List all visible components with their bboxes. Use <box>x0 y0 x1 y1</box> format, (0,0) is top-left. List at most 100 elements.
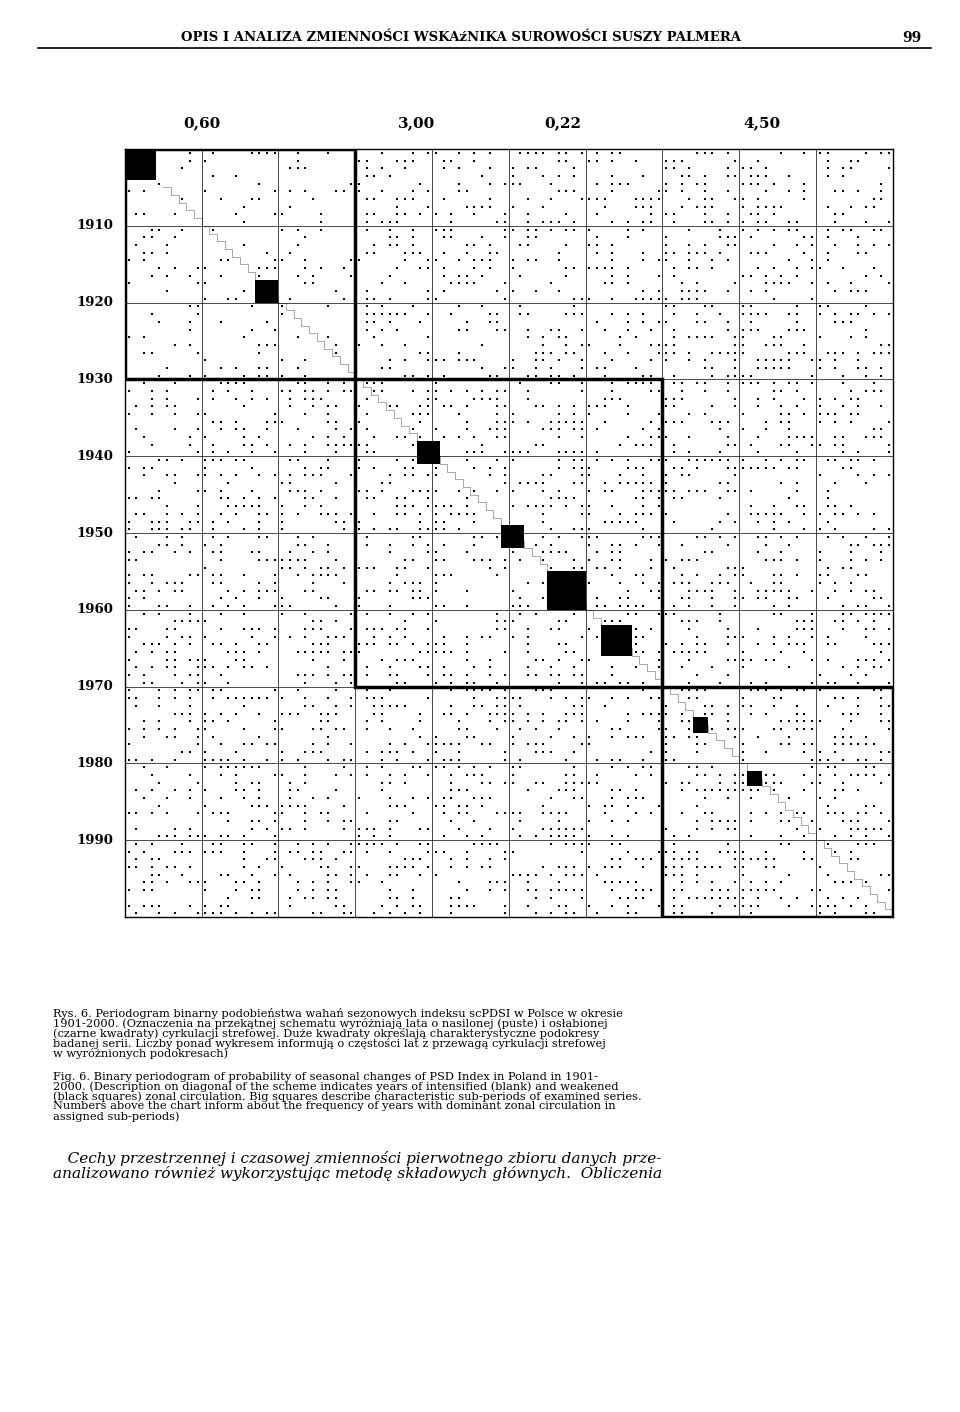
Point <box>520 657 536 679</box>
Point <box>252 871 267 894</box>
Point <box>482 657 497 679</box>
Point <box>221 887 236 909</box>
Point <box>459 779 474 802</box>
Point <box>520 203 536 226</box>
Point <box>781 456 797 479</box>
Point <box>167 679 182 702</box>
Point <box>735 456 751 479</box>
Point <box>236 648 252 671</box>
Point <box>728 818 743 840</box>
Point <box>497 426 513 449</box>
Point <box>482 302 497 325</box>
Point <box>528 648 543 671</box>
Point <box>797 633 812 655</box>
Point <box>175 534 190 556</box>
Point <box>789 219 804 241</box>
Point <box>728 579 743 602</box>
Point <box>605 871 620 894</box>
Point <box>881 411 897 433</box>
Point <box>459 856 474 878</box>
Point <box>167 856 182 878</box>
Point <box>221 380 236 402</box>
Point <box>766 764 781 786</box>
Point <box>275 472 290 494</box>
Point <box>244 318 259 340</box>
Point <box>820 626 835 648</box>
Point <box>574 833 589 856</box>
Point <box>589 449 605 472</box>
Point <box>705 195 720 217</box>
Point <box>781 726 797 748</box>
Point <box>182 786 198 809</box>
Point <box>459 894 474 916</box>
Point <box>566 856 582 878</box>
Point <box>674 641 689 664</box>
Point <box>589 357 605 380</box>
Point <box>781 594 797 617</box>
Point <box>528 679 543 702</box>
Point <box>190 342 205 364</box>
Point <box>459 380 474 402</box>
Point <box>428 518 444 541</box>
Point <box>336 518 351 541</box>
Point <box>374 617 390 640</box>
Point <box>397 456 413 479</box>
Point <box>589 311 605 333</box>
Point <box>213 679 228 702</box>
Point <box>259 418 275 441</box>
Point <box>835 311 851 333</box>
Point <box>612 387 628 409</box>
Point <box>797 617 812 640</box>
Point <box>682 717 697 740</box>
Point <box>344 864 359 887</box>
Point <box>597 856 612 878</box>
Point <box>612 534 628 556</box>
Point <box>797 188 812 210</box>
Point <box>175 672 190 695</box>
Point <box>198 871 213 894</box>
Point <box>574 411 589 433</box>
Point <box>766 195 781 217</box>
Point <box>659 465 674 487</box>
Point <box>551 818 566 840</box>
Point <box>781 402 797 425</box>
Point <box>198 402 213 425</box>
Point <box>482 702 497 724</box>
Point <box>751 887 766 909</box>
Point <box>236 603 252 626</box>
Point <box>505 864 520 887</box>
Point <box>405 525 420 548</box>
Point <box>451 710 467 733</box>
Point <box>659 311 674 333</box>
Point <box>820 449 835 472</box>
Point <box>659 748 674 771</box>
Point <box>436 802 451 825</box>
Point <box>359 833 374 856</box>
Point <box>405 549 420 572</box>
Point <box>228 587 244 610</box>
Point <box>298 480 313 503</box>
Point <box>482 878 497 901</box>
Point <box>367 241 382 264</box>
Point <box>497 549 513 572</box>
Point <box>682 587 697 610</box>
Point <box>682 402 697 425</box>
Point <box>336 257 351 280</box>
Point <box>305 273 321 295</box>
Point <box>121 549 136 572</box>
Point <box>620 686 636 709</box>
Point <box>582 617 597 640</box>
Point <box>874 864 889 887</box>
Point <box>144 672 159 695</box>
Point <box>743 695 758 717</box>
Point <box>835 395 851 418</box>
Point <box>682 572 697 594</box>
Point <box>144 456 159 479</box>
Point <box>728 349 743 371</box>
Point <box>751 165 766 188</box>
Point <box>758 179 774 202</box>
Point <box>866 418 881 441</box>
Point <box>267 465 282 487</box>
Point <box>566 825 582 847</box>
Point <box>121 249 136 271</box>
